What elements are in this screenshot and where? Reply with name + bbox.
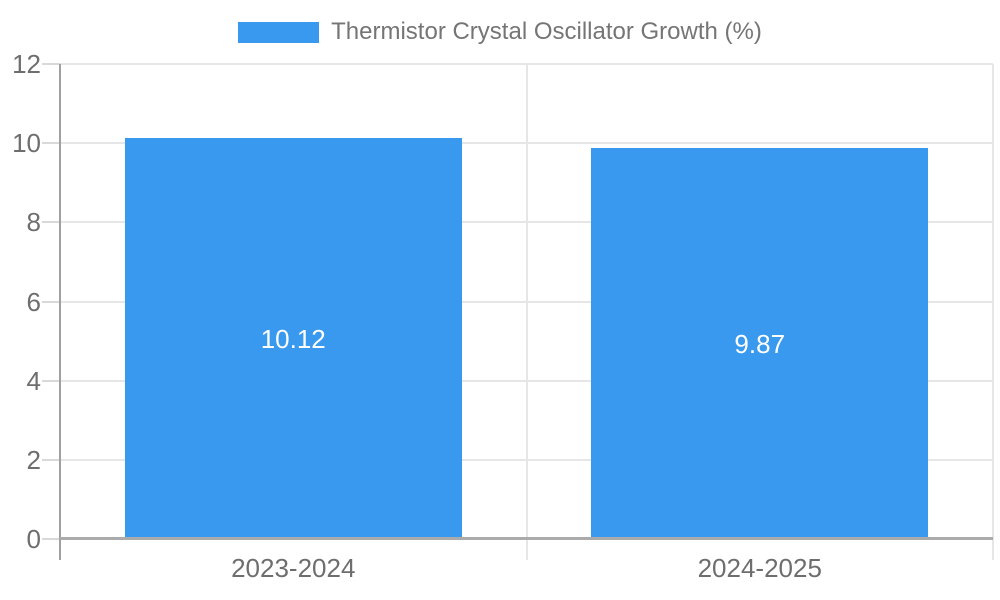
x-axis-tick-label: 2023-2024 [231,553,356,583]
y-axis-tick-label: 12 [12,49,41,79]
y-axis-tick-mark [42,63,60,65]
y-axis-tick-mark [42,142,60,145]
y-axis-tick-mark [42,221,60,224]
y-axis-tick-label: 2 [26,444,41,475]
x-axis-baseline [60,537,993,540]
y-axis-tick-label: 0 [26,524,41,554]
legend-swatch [238,21,320,43]
y-axis-tick-mark [42,379,60,382]
y-axis-tick-label: 8 [26,207,41,238]
y-axis-tick-mark [42,538,60,540]
y-axis-tick-mark [42,458,60,461]
y-axis-tick-mark [42,300,60,303]
bar [124,138,462,539]
y-axis-tick-label: 10 [12,128,41,159]
bar-value-label: 10.12 [260,323,326,354]
bar [591,148,929,539]
y-axis-tick-label: 6 [26,286,41,317]
gridline-vertical [525,64,528,560]
y-axis-line [59,64,61,560]
legend-label: Thermistor Crystal Oscillator Growth (%) [331,18,762,45]
gridline-vertical [992,64,994,560]
y-axis-tick-label: 4 [26,365,41,396]
x-axis-tick-label: 2024-2025 [697,553,822,583]
legend: Thermistor Crystal Oscillator Growth (%) [0,18,1000,46]
bar-value-label: 9.87 [734,328,786,359]
